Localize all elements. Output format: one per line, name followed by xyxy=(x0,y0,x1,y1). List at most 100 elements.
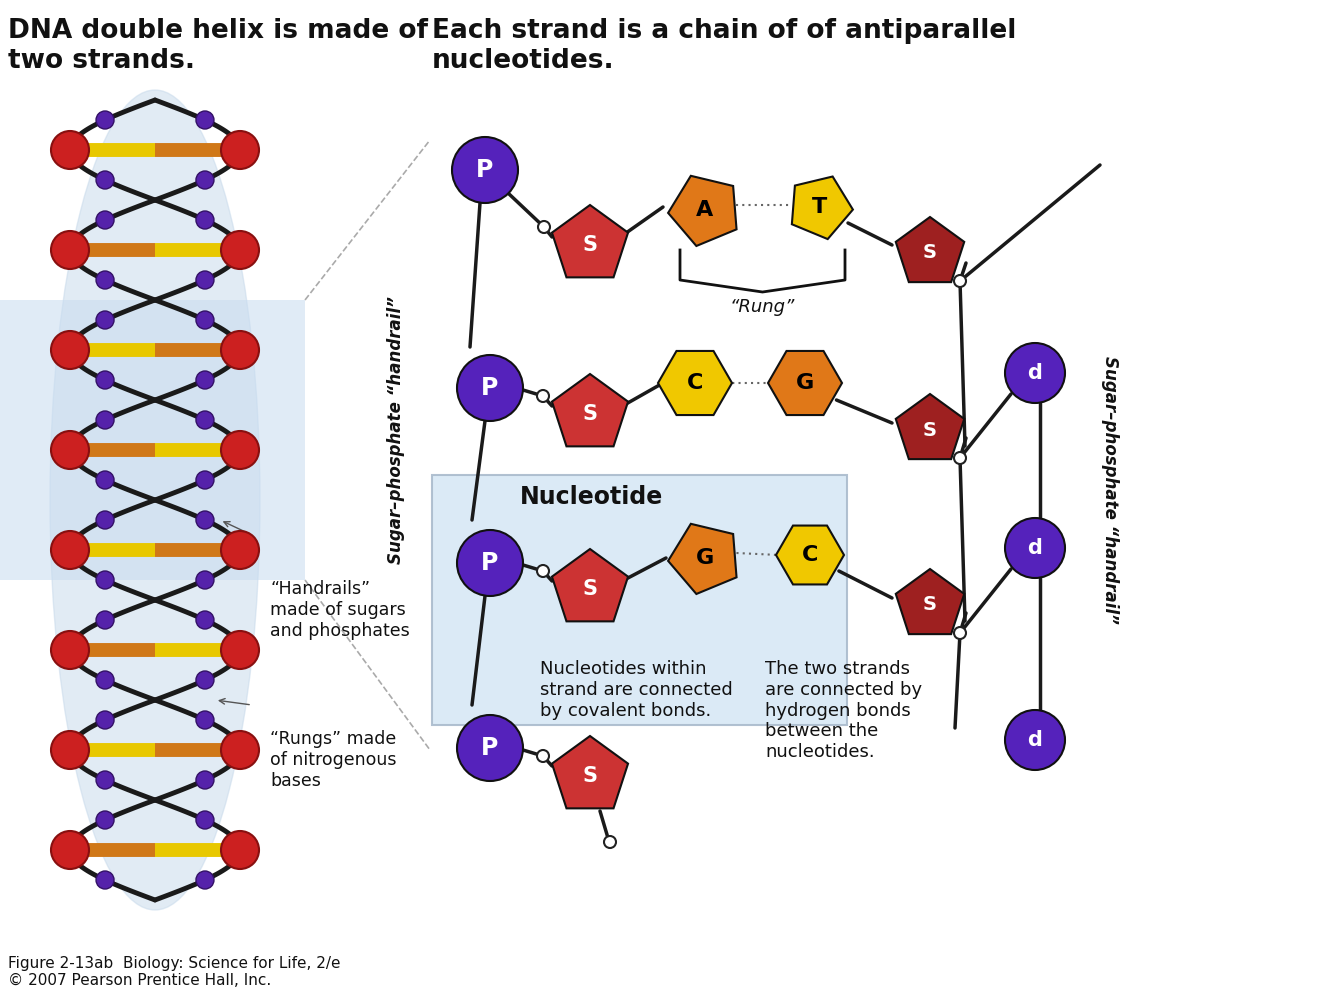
Text: S: S xyxy=(583,404,598,424)
Text: G: G xyxy=(795,373,814,393)
Circle shape xyxy=(222,431,259,469)
Circle shape xyxy=(51,731,88,769)
Polygon shape xyxy=(896,217,964,282)
Circle shape xyxy=(197,471,214,489)
Circle shape xyxy=(197,771,214,789)
Text: C: C xyxy=(687,373,703,393)
Circle shape xyxy=(51,131,88,169)
Polygon shape xyxy=(669,175,736,246)
Circle shape xyxy=(954,627,966,639)
Polygon shape xyxy=(896,569,964,634)
Circle shape xyxy=(96,511,113,529)
Polygon shape xyxy=(896,394,964,459)
Circle shape xyxy=(538,221,550,233)
Circle shape xyxy=(51,831,88,869)
Text: d: d xyxy=(1028,730,1042,750)
Circle shape xyxy=(96,811,113,829)
Circle shape xyxy=(197,671,214,689)
Circle shape xyxy=(96,411,113,429)
Circle shape xyxy=(537,390,549,402)
Text: The two strands
are connected by
hydrogen bonds
between the
nucleotides.: The two strands are connected by hydroge… xyxy=(765,660,922,761)
FancyBboxPatch shape xyxy=(433,475,847,725)
Text: S: S xyxy=(923,596,936,615)
Ellipse shape xyxy=(50,90,260,910)
Polygon shape xyxy=(551,205,628,277)
Circle shape xyxy=(96,311,113,329)
Polygon shape xyxy=(551,374,628,447)
Circle shape xyxy=(222,331,259,369)
Circle shape xyxy=(51,231,88,269)
Circle shape xyxy=(537,750,549,762)
Text: “Handrails”
made of sugars
and phosphates: “Handrails” made of sugars and phosphate… xyxy=(270,580,410,640)
Circle shape xyxy=(222,131,259,169)
Text: P: P xyxy=(476,158,493,182)
Circle shape xyxy=(537,565,549,577)
Circle shape xyxy=(197,711,214,729)
Text: S: S xyxy=(923,420,936,439)
Circle shape xyxy=(1005,343,1064,403)
Text: S: S xyxy=(583,579,598,599)
Text: d: d xyxy=(1028,363,1042,383)
Circle shape xyxy=(96,671,113,689)
Circle shape xyxy=(222,731,259,769)
Circle shape xyxy=(954,452,966,464)
Circle shape xyxy=(51,331,88,369)
Text: S: S xyxy=(923,244,936,262)
Text: C: C xyxy=(802,545,818,565)
Circle shape xyxy=(197,311,214,329)
Text: S: S xyxy=(583,235,598,255)
Circle shape xyxy=(51,431,88,469)
Text: d: d xyxy=(1028,538,1042,558)
Circle shape xyxy=(96,471,113,489)
Circle shape xyxy=(51,631,88,669)
Circle shape xyxy=(1005,710,1064,770)
Circle shape xyxy=(222,231,259,269)
Polygon shape xyxy=(768,351,842,415)
Circle shape xyxy=(96,211,113,229)
Text: T: T xyxy=(813,197,827,217)
Text: “Rungs” made
of nitrogenous
bases: “Rungs” made of nitrogenous bases xyxy=(270,730,397,789)
Circle shape xyxy=(51,531,88,569)
Text: Nucleotide: Nucleotide xyxy=(520,485,663,509)
Circle shape xyxy=(96,371,113,389)
Text: Each strand is a chain of of antiparallel
nucleotides.: Each strand is a chain of of antiparalle… xyxy=(433,18,1017,74)
Circle shape xyxy=(222,531,259,569)
Text: P: P xyxy=(481,376,499,400)
Text: S: S xyxy=(583,766,598,786)
Circle shape xyxy=(954,275,966,287)
Polygon shape xyxy=(551,549,628,621)
Text: P: P xyxy=(481,736,499,760)
Circle shape xyxy=(197,211,214,229)
Circle shape xyxy=(96,611,113,629)
Text: A: A xyxy=(696,200,714,220)
Circle shape xyxy=(222,831,259,869)
Circle shape xyxy=(96,871,113,889)
Circle shape xyxy=(197,511,214,529)
Polygon shape xyxy=(776,525,844,585)
Text: “Rung”: “Rung” xyxy=(729,298,795,316)
Circle shape xyxy=(1005,518,1064,578)
Text: P: P xyxy=(481,551,499,575)
Circle shape xyxy=(197,811,214,829)
Text: G: G xyxy=(696,548,714,568)
Circle shape xyxy=(197,571,214,589)
Circle shape xyxy=(96,771,113,789)
Polygon shape xyxy=(669,524,736,594)
Circle shape xyxy=(456,715,524,781)
Circle shape xyxy=(197,371,214,389)
Polygon shape xyxy=(551,736,628,808)
Circle shape xyxy=(197,611,214,629)
Circle shape xyxy=(96,571,113,589)
Circle shape xyxy=(197,271,214,289)
Circle shape xyxy=(197,871,214,889)
Polygon shape xyxy=(791,176,853,239)
Circle shape xyxy=(456,355,524,421)
Circle shape xyxy=(96,171,113,190)
Circle shape xyxy=(222,631,259,669)
Text: Sugar–phosphate “handrail”: Sugar–phosphate “handrail” xyxy=(386,296,405,564)
Circle shape xyxy=(197,411,214,429)
Circle shape xyxy=(456,530,524,596)
Polygon shape xyxy=(658,351,732,415)
Text: DNA double helix is made of
two strands.: DNA double helix is made of two strands. xyxy=(8,18,427,74)
Circle shape xyxy=(604,836,616,848)
